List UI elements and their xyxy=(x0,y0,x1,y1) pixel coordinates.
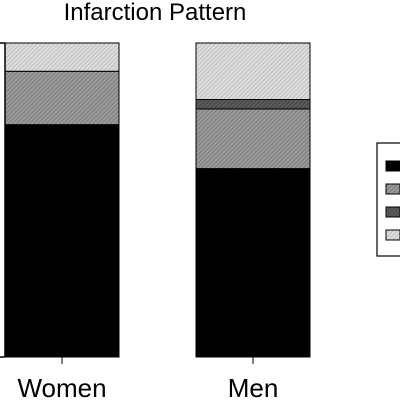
legend-swatch-1 xyxy=(385,160,400,172)
bar-segment-men-2 xyxy=(195,108,311,170)
bar-segment-men-3 xyxy=(195,99,311,110)
legend-swatch-2 xyxy=(385,183,400,195)
plot-area xyxy=(4,42,311,358)
x-tick-label-men: Men xyxy=(228,373,279,400)
legend xyxy=(376,142,400,257)
chart-title: Infarction Pattern xyxy=(64,0,247,26)
x-axis-labels: Women Men xyxy=(17,357,279,403)
bar-segment-men-1 xyxy=(195,168,311,358)
y-axis xyxy=(0,42,6,358)
legend-swatch-3 xyxy=(385,206,400,218)
bar-group-women xyxy=(4,42,120,358)
bar-segment-men-4 xyxy=(195,42,311,101)
legend-swatch-4 xyxy=(385,229,400,241)
x-tick-label-women: Women xyxy=(17,373,106,400)
bar-segment-women-2 xyxy=(4,70,120,126)
bar-segment-women-4 xyxy=(4,42,120,72)
bar-group-men xyxy=(195,42,311,358)
bar-segment-women-1 xyxy=(4,124,120,358)
